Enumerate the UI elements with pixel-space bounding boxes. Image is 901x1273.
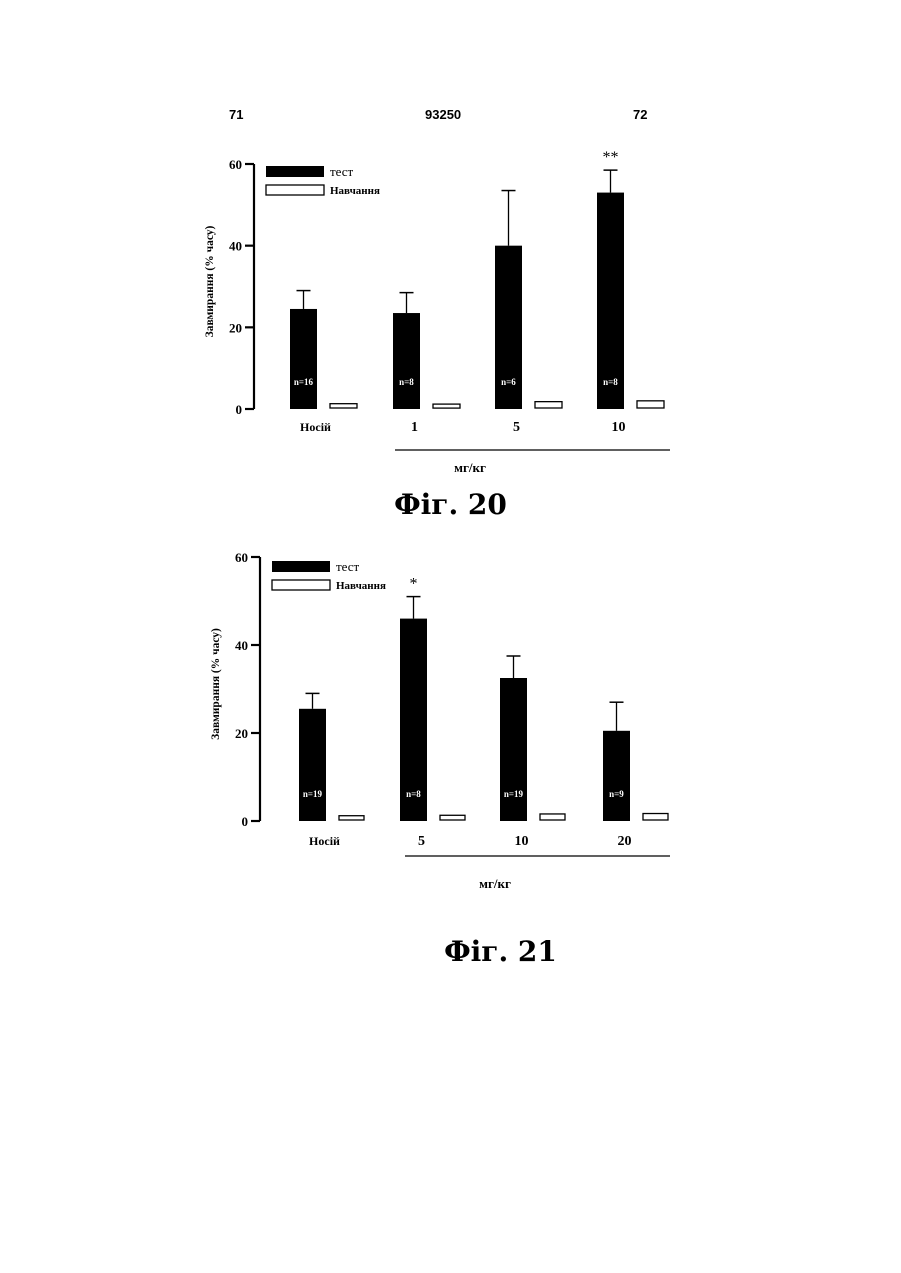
y-tick-label: 0 xyxy=(236,402,243,417)
bar-test xyxy=(393,313,420,409)
bar-training xyxy=(339,816,364,820)
x-category-label: 1 xyxy=(411,420,418,435)
x-axis-label: мг/кг xyxy=(454,460,486,475)
n-label: n=6 xyxy=(501,377,516,387)
bar-test xyxy=(603,731,630,821)
significance-marker: * xyxy=(410,576,418,593)
legend-label-training: Навчання xyxy=(336,580,386,592)
bar-training xyxy=(535,402,562,408)
legend-swatch-test xyxy=(266,166,324,177)
bar-training xyxy=(637,401,664,408)
y-tick-label: 0 xyxy=(242,814,249,829)
page-number-right: 72 xyxy=(633,107,647,122)
page-number-left: 71 xyxy=(229,107,243,122)
y-tick-label: 40 xyxy=(235,638,248,653)
bar-training xyxy=(433,404,460,408)
bar-training xyxy=(440,815,465,820)
bar-test xyxy=(500,678,527,821)
legend-swatch-training xyxy=(272,580,330,590)
n-label: n=16 xyxy=(294,377,314,387)
y-tick-label: 40 xyxy=(229,239,242,254)
bar-test xyxy=(299,709,326,821)
figure-caption-20: Фіг. 20 xyxy=(0,488,901,521)
legend-swatch-training xyxy=(266,185,324,195)
y-axis-label: Завмирання (% часу) xyxy=(204,225,216,337)
bar-training xyxy=(643,814,668,820)
x-category-label: 5 xyxy=(418,834,425,849)
legend-swatch-test xyxy=(272,561,330,572)
figure-caption-21: Фіг. 21 xyxy=(0,935,901,968)
x-axis-label: мг/кг xyxy=(479,876,511,891)
bar-training xyxy=(330,404,357,408)
bar-test xyxy=(290,309,317,409)
y-tick-label: 20 xyxy=(235,726,248,741)
n-label: n=9 xyxy=(609,789,624,799)
legend-label-test: тест xyxy=(336,559,360,574)
legend-label-test: тест xyxy=(330,164,354,179)
y-tick-label: 60 xyxy=(229,157,242,172)
x-category-label: 10 xyxy=(515,834,529,849)
x-category-label: 20 xyxy=(618,834,632,849)
x-category-label: Носій xyxy=(309,834,340,848)
y-axis-label: Завмирання (% часу) xyxy=(210,628,222,740)
n-label: n=19 xyxy=(303,789,323,799)
n-label: n=8 xyxy=(603,377,618,387)
y-tick-label: 20 xyxy=(229,320,242,335)
legend-label-training: Навчання xyxy=(330,185,380,197)
bar-training xyxy=(540,814,565,820)
x-category-label: 10 xyxy=(612,420,626,435)
n-label: n=19 xyxy=(504,789,524,799)
n-label: n=8 xyxy=(406,789,421,799)
x-category-label: Носій xyxy=(300,420,331,434)
chart-fig-20: 0 20 40 60 Завмирання (% часу) тест Навчання n=… xyxy=(0,150,901,480)
document-number: 93250 xyxy=(425,107,461,122)
chart-fig-21: 0 20 40 60 Завмирання (% часу) тест Навчання n=… xyxy=(0,545,901,895)
significance-marker: ** xyxy=(603,149,619,166)
y-tick-label: 60 xyxy=(235,550,248,565)
n-label: n=8 xyxy=(399,377,414,387)
x-category-label: 5 xyxy=(513,420,520,435)
